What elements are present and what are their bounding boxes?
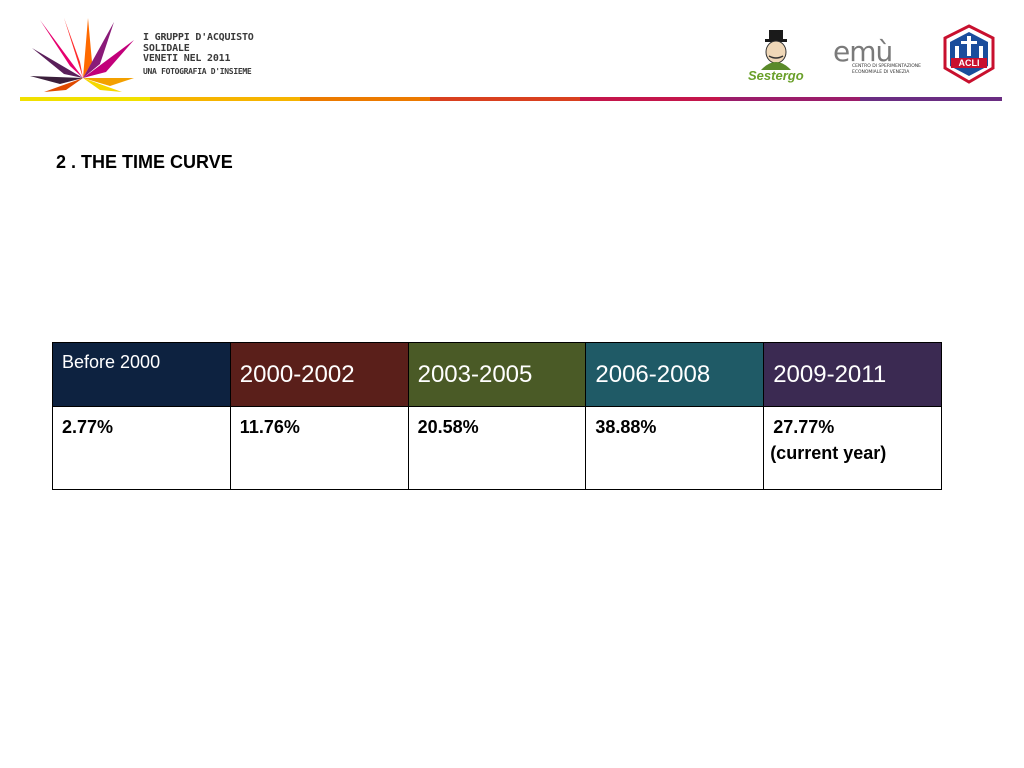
rule-segment	[150, 97, 300, 101]
value-2003-2005: 20.58%	[407, 406, 587, 490]
rule-segment	[430, 97, 580, 101]
rule-segment	[580, 97, 720, 101]
col-header-before-2000: Before 2000	[52, 342, 231, 407]
slide-header: I GRUPPI D'ACQUISTO SOLIDALE VENETI NEL …	[0, 0, 1024, 104]
sestergo-label: Sestergo	[748, 68, 804, 83]
time-curve-table: Before 2000 2000-2002 2003-2005 2006-200…	[52, 342, 942, 490]
col-header-2009-2011: 2009-2011	[763, 342, 942, 407]
rule-segment	[20, 97, 150, 101]
emu-caption-line-2: ECONOMIALE DI VENEZIA	[852, 69, 910, 75]
rule-segment	[860, 97, 1002, 101]
rule-segment	[720, 97, 860, 101]
gas-veneto-logo-icon	[30, 18, 134, 92]
brand-subtitle: UNA FOTOGRAFIA D'INSIEME	[143, 66, 252, 76]
value-2006-2008: 38.88%	[585, 406, 765, 490]
brand-line-1: I GRUPPI D'ACQUISTO	[143, 32, 254, 43]
value-2009-2011: 27.77%	[773, 417, 835, 437]
table-header-row: Before 2000 2000-2002 2003-2005 2006-200…	[52, 342, 942, 407]
emu-caption: CENTRO DI SPERIMENTAZIONE ECONOMIALE DI …	[852, 64, 921, 75]
col-header-2000-2002: 2000-2002	[229, 342, 409, 407]
emu-logo-text: emù	[833, 35, 893, 68]
table-row: 2.77% 11.76% 20.58% 38.88% 27.77% (curre…	[52, 406, 942, 490]
emu-caption-line-1: CENTRO DI SPERIMENTAZIONE	[852, 64, 922, 69]
col-header-2003-2005: 2003-2005	[407, 342, 587, 407]
brand-text: I GRUPPI D'ACQUISTO SOLIDALE VENETI NEL …	[143, 32, 254, 77]
brand-line-2: SOLIDALE	[143, 42, 190, 54]
slide-title: 2 . THE TIME CURVE	[56, 152, 233, 172]
acli-logo-icon: ACLI	[943, 24, 995, 84]
acli-label: ACLI	[959, 58, 980, 68]
sestergo-logo-icon	[761, 30, 791, 70]
brand-line-3: VENETI NEL 2011	[143, 53, 231, 64]
value-2009-2011-cell: 27.77% (current year)	[763, 406, 942, 490]
value-before-2000: 2.77%	[52, 406, 231, 490]
rule-segment	[300, 97, 430, 101]
current-year-note: (current year)	[770, 443, 887, 463]
value-2000-2002: 11.76%	[229, 406, 409, 490]
header-color-rule	[20, 97, 1002, 101]
col-header-2006-2008: 2006-2008	[585, 342, 765, 407]
